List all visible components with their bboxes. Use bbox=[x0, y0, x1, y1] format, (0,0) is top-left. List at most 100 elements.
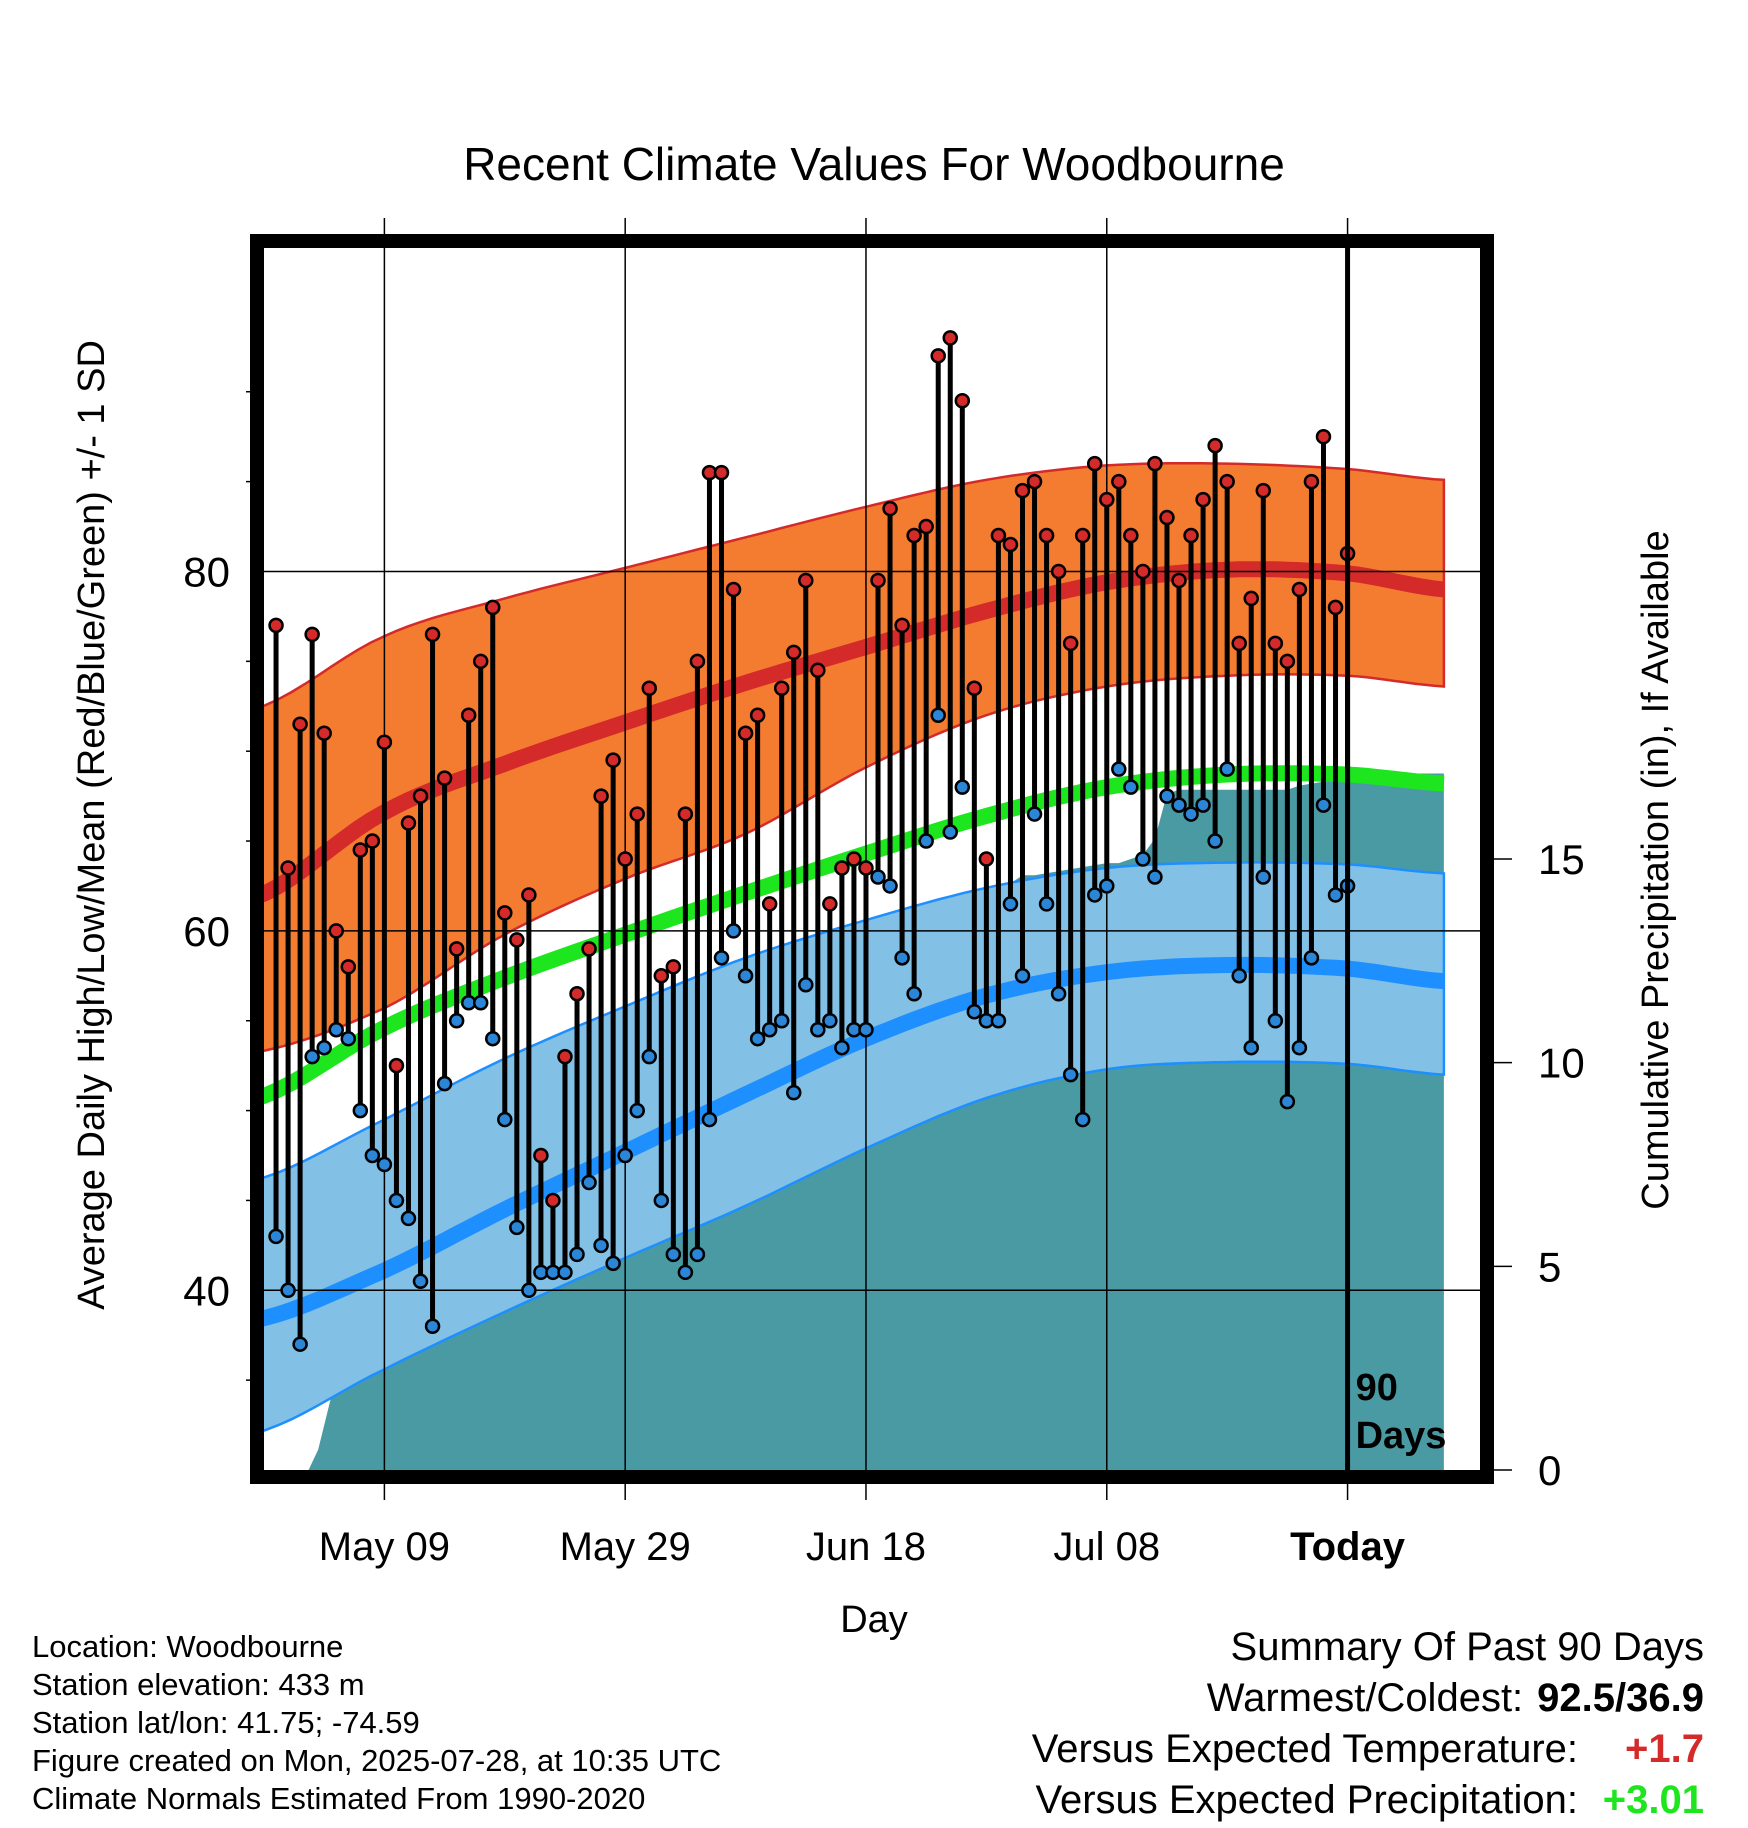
daily-low-point bbox=[280, 1282, 296, 1299]
daily-high-point bbox=[557, 1048, 573, 1065]
daily-high-point bbox=[641, 680, 658, 697]
daily-low-point bbox=[340, 1030, 357, 1047]
info-location: Location: Woodbourne bbox=[32, 1629, 344, 1664]
daily-high-point bbox=[605, 752, 621, 768]
daily-high-point bbox=[617, 851, 633, 867]
daily-low-point bbox=[665, 1246, 682, 1263]
y-tick-label: 40 bbox=[183, 1267, 230, 1314]
daily-high-point bbox=[1243, 590, 1259, 607]
daily-high-point bbox=[918, 518, 934, 535]
daily-low-point bbox=[773, 1012, 790, 1029]
daily-low-point bbox=[268, 1228, 284, 1245]
daily-high-point bbox=[1002, 536, 1019, 553]
temp-anomaly-value: +1.7 bbox=[1625, 1727, 1704, 1771]
daily-low-point bbox=[834, 1039, 850, 1056]
daily-low-point bbox=[424, 1318, 441, 1334]
summary-precip-row: Versus Expected Precipitation: +3.01 bbox=[1032, 1775, 1704, 1826]
daily-low-point bbox=[990, 1012, 1007, 1029]
daily-high-point bbox=[376, 734, 393, 750]
daily-high-point bbox=[761, 896, 778, 912]
summary-panel: Summary Of Past 90 Days Warmest/Coldest:… bbox=[1032, 1622, 1704, 1826]
daily-high-point bbox=[485, 599, 501, 616]
daily-high-point bbox=[822, 896, 838, 912]
daily-low-point bbox=[376, 1156, 393, 1173]
daily-low-point bbox=[436, 1075, 453, 1092]
daily-high-point bbox=[436, 770, 453, 786]
daily-high-point bbox=[1111, 473, 1127, 490]
daily-low-point bbox=[509, 1219, 525, 1236]
daily-low-point bbox=[569, 1246, 585, 1263]
daily-low-point bbox=[1050, 986, 1067, 1002]
daily-high-point bbox=[1303, 473, 1320, 490]
daily-high-point bbox=[1026, 473, 1043, 490]
daily-high-point bbox=[388, 1057, 405, 1074]
daily-low-point bbox=[1279, 1093, 1296, 1110]
period-label-line2: Days bbox=[1356, 1415, 1447, 1457]
daily-high-point bbox=[1050, 563, 1067, 580]
daily-high-point bbox=[990, 527, 1007, 544]
daily-low-point bbox=[858, 1021, 874, 1038]
daily-high-point bbox=[725, 581, 742, 598]
daily-low-point bbox=[292, 1336, 308, 1352]
daily-high-point bbox=[1219, 473, 1235, 490]
daily-low-point bbox=[701, 1111, 718, 1128]
daily-high-point bbox=[1147, 455, 1163, 472]
precip-anomaly-value: +3.01 bbox=[1602, 1778, 1704, 1822]
daily-high-point bbox=[653, 968, 670, 984]
station-info: Location: Woodbourne Station elevation: … bbox=[32, 1628, 721, 1818]
daily-high-point bbox=[268, 617, 284, 634]
daily-low-point bbox=[1062, 1066, 1079, 1083]
daily-high-point bbox=[810, 662, 826, 679]
daily-high-point bbox=[581, 941, 597, 957]
daily-low-point bbox=[1159, 788, 1175, 804]
daily-low-point bbox=[1171, 797, 1187, 813]
daily-high-point bbox=[629, 806, 645, 822]
x-axis: May 09 May 29 Jun 18 Jul 08 Today bbox=[319, 218, 1406, 1569]
y2-tick-label: 10 bbox=[1538, 1040, 1585, 1087]
x-tick-label: May 09 bbox=[319, 1525, 450, 1569]
daily-high-point bbox=[930, 348, 946, 364]
daily-low-point bbox=[1135, 851, 1151, 867]
daily-high-point bbox=[870, 572, 886, 589]
daily-high-point bbox=[424, 626, 441, 643]
daily-low-point bbox=[1231, 968, 1247, 984]
daily-high-point bbox=[521, 887, 537, 903]
daily-high-point bbox=[785, 644, 802, 661]
daily-low-point bbox=[617, 1147, 633, 1164]
daily-low-point bbox=[304, 1048, 320, 1065]
daily-high-point bbox=[1099, 491, 1115, 508]
temp-anomaly-label: Versus Expected Temperature: bbox=[1031, 1727, 1578, 1771]
daily-high-point bbox=[412, 788, 429, 804]
daily-low-point bbox=[412, 1273, 429, 1290]
daily-high-point bbox=[713, 464, 730, 481]
daily-low-point bbox=[882, 878, 898, 894]
daily-high-point bbox=[894, 617, 910, 634]
daily-low-point bbox=[352, 1102, 369, 1119]
warm-cold-value: 92.5/36.9 bbox=[1537, 1676, 1704, 1720]
daily-high-point bbox=[545, 1192, 561, 1209]
y-axis-label: Average Daily High/Low/Mean (Red/Blue/Gr… bbox=[71, 340, 113, 1310]
daily-low-point bbox=[1026, 806, 1043, 822]
daily-low-point bbox=[822, 1012, 838, 1029]
daily-low-point bbox=[1207, 833, 1223, 849]
x-tick-label: Today bbox=[1290, 1525, 1406, 1569]
daily-high-point bbox=[1183, 527, 1199, 544]
daily-high-point bbox=[460, 707, 477, 723]
daily-low-point bbox=[364, 1147, 381, 1164]
x-tick-label: May 29 bbox=[560, 1525, 691, 1569]
summary-temp-row: Versus Expected Temperature: +1.7 bbox=[1032, 1724, 1704, 1775]
y2-tick-label: 15 bbox=[1538, 836, 1585, 883]
daily-high-point bbox=[1062, 635, 1079, 652]
chart-title: Recent Climate Values For Woodbourne bbox=[463, 138, 1285, 190]
daily-low-point bbox=[497, 1111, 513, 1128]
daily-low-point bbox=[725, 923, 742, 939]
daily-high-point bbox=[1291, 581, 1308, 598]
daily-high-point bbox=[1267, 635, 1284, 652]
daily-high-point bbox=[954, 393, 971, 409]
y2-axis-label: Cumulative Precipitation (in), If Availa… bbox=[1635, 530, 1677, 1209]
daily-low-point bbox=[1014, 968, 1031, 984]
period-label-line1: 90 bbox=[1356, 1367, 1398, 1409]
daily-low-point bbox=[930, 707, 946, 723]
daily-low-point bbox=[1086, 887, 1103, 903]
daily-low-point bbox=[1183, 806, 1199, 822]
